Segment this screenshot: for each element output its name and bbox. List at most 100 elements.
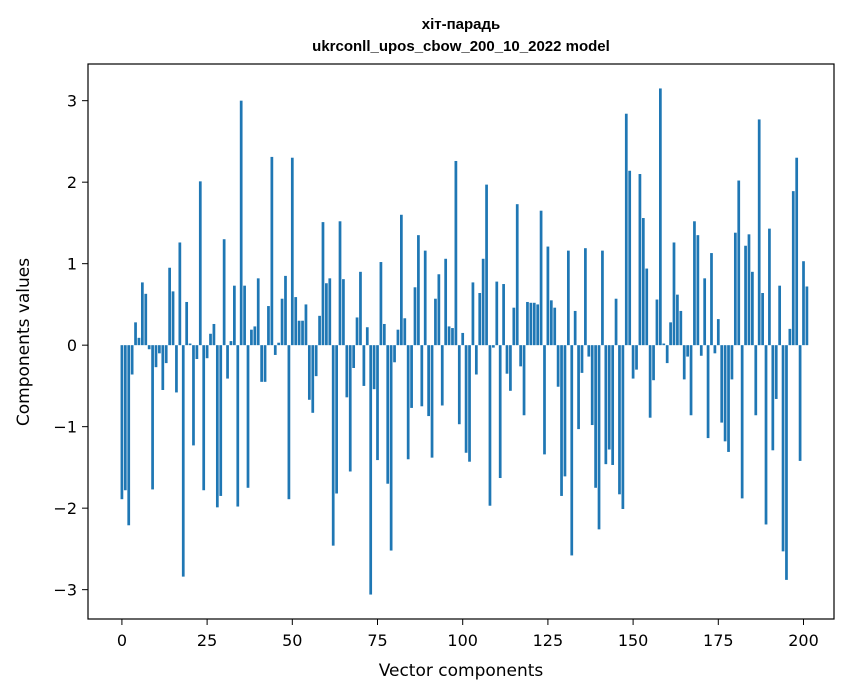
bar [297,320,301,346]
bar [478,293,482,346]
bar [331,345,335,546]
bar [454,160,458,346]
bar [761,293,764,346]
bar [509,345,512,391]
bar [294,297,298,346]
bar [321,222,325,346]
bar [689,345,693,416]
bar [127,345,131,526]
bar [543,345,546,455]
bar [120,345,124,500]
bar [754,345,758,416]
bar [699,345,703,356]
bar [519,345,523,367]
bar [587,345,591,357]
bar [311,345,315,413]
bar [751,271,754,346]
bar [386,345,390,484]
bar [713,345,717,354]
bar [161,345,165,390]
bar [795,157,799,346]
x-tick-label: 200 [788,631,819,650]
x-tick-label: 50 [282,631,302,650]
y-tick-label: −2 [53,499,77,518]
bar [164,345,168,364]
bar [693,221,696,346]
bar [641,218,645,346]
bar [147,345,151,350]
bar [335,345,338,494]
bar [556,345,560,387]
bar [328,278,332,346]
bar [396,329,400,346]
bar [791,191,795,346]
bar [440,345,444,406]
bar [345,345,349,398]
bar [502,284,505,346]
bar [553,307,557,346]
x-tick-label: 125 [533,631,564,650]
bar [233,285,236,346]
bar [621,345,625,509]
bar [566,250,570,346]
x-axis-label: Vector components [379,661,544,681]
bar [253,326,257,346]
bar [723,345,727,442]
bar [662,343,666,346]
bar [379,262,383,346]
bar [280,298,284,346]
x-axis-ticks: 0 25 50 75 100 125 150 175 200 [117,619,819,650]
bar [457,345,461,425]
bar [318,315,321,346]
bar [464,345,468,453]
bar [590,345,594,426]
bar [716,319,720,346]
bar [624,113,628,346]
bar [427,345,430,417]
bar [805,286,809,346]
bar [604,345,608,465]
bar [181,345,185,577]
bar [444,258,448,346]
bar [168,267,171,346]
bar [307,345,311,400]
bar [676,294,679,346]
bar [618,345,621,495]
bar [420,345,424,407]
bar [659,88,662,346]
bar [706,345,710,439]
bar [631,345,635,379]
bar [393,345,396,363]
bar [788,328,792,346]
bar [672,242,676,346]
bar [270,156,274,346]
bar [403,318,407,346]
bar [607,345,611,450]
bar [703,278,707,346]
bar [222,239,226,346]
bar [130,345,134,375]
bar [710,253,713,346]
bar [365,327,369,346]
x-tick-label: 0 [117,631,127,650]
bar [733,232,737,346]
bar [243,285,246,346]
bar [158,345,161,354]
bar [205,345,209,359]
x-tick-label: 75 [367,631,387,650]
bar [798,345,802,461]
bar [740,345,744,499]
bar [250,329,253,346]
bar [573,310,577,346]
bar [512,307,516,346]
bar [212,323,216,346]
bar [679,310,683,346]
bar [737,180,741,346]
bar [417,235,420,346]
bar [413,287,417,346]
bar [505,345,509,374]
bar [137,337,141,346]
bars-group [120,88,809,595]
bar [239,100,243,346]
bar [219,345,223,496]
